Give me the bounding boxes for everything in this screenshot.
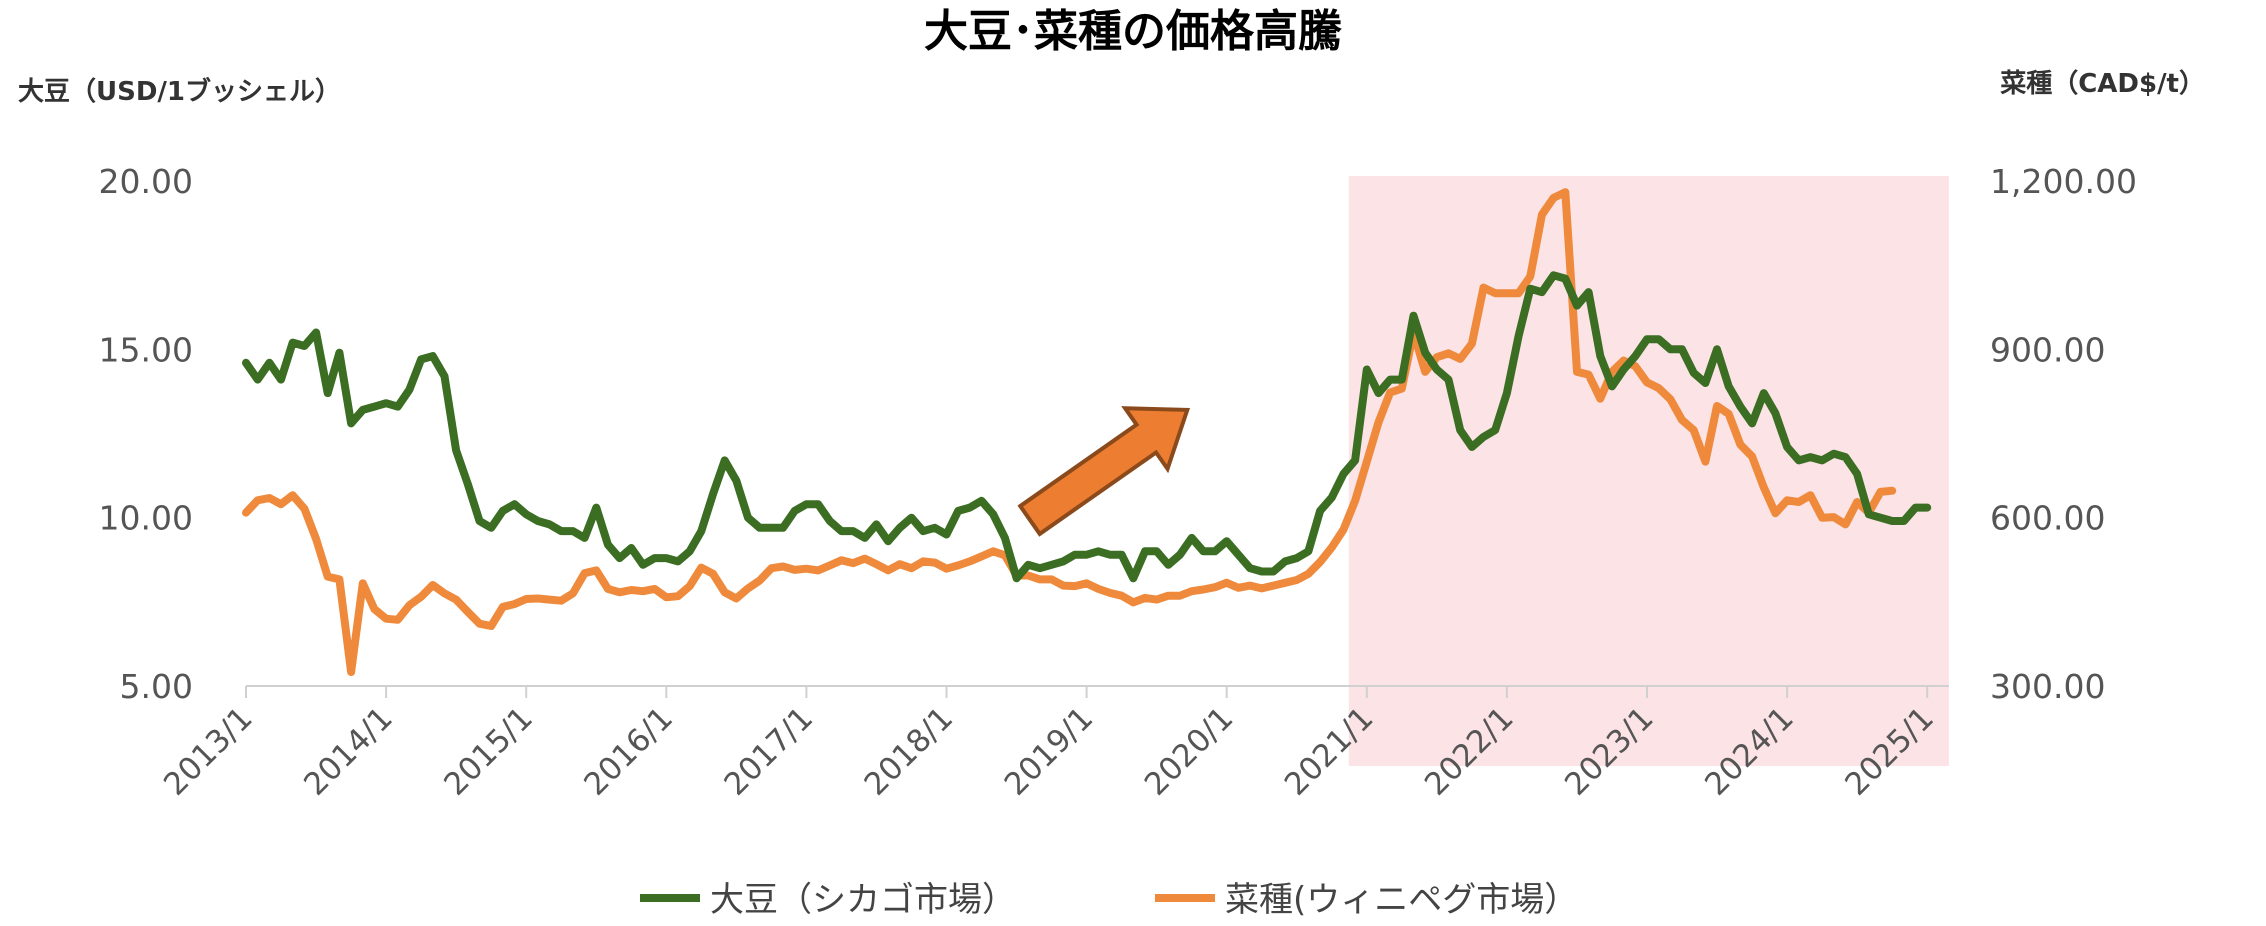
y-right-tick-label: 900.00 bbox=[1990, 330, 2105, 369]
x-tick-label: 2017/1 bbox=[717, 700, 820, 803]
y-left-tick-label: 5.00 bbox=[120, 667, 193, 706]
trend-arrow bbox=[1017, 406, 1191, 537]
series-line-1 bbox=[242, 188, 1897, 676]
x-tick-label: 2018/1 bbox=[858, 700, 961, 803]
legend: 大豆（シカゴ市場） 菜種(ウィニペグ市場） bbox=[640, 880, 1578, 920]
y-left-tick-label: 10.00 bbox=[99, 499, 193, 538]
series-lines bbox=[242, 188, 1932, 676]
y-left-tick-label: 20.00 bbox=[99, 162, 193, 201]
y-right-tick-label: 300.00 bbox=[1990, 667, 2105, 706]
y-left-axis-label: 大豆（USD/1ブッシェル） bbox=[18, 76, 341, 107]
x-tick-label: 2016/1 bbox=[577, 700, 680, 803]
x-tick-label: 2014/1 bbox=[297, 700, 400, 803]
x-tick-label: 2020/1 bbox=[1138, 700, 1241, 803]
y-right-axis-label: 菜種（CAD$/t） bbox=[1999, 69, 2205, 99]
y-right-tick-label: 1,200.00 bbox=[1990, 162, 2137, 201]
y-left-ticks: 20.00 15.00 10.00 5.00 bbox=[99, 162, 193, 706]
chart-title: 大豆･菜種の価格高騰 bbox=[924, 6, 1342, 57]
series-line-0 bbox=[242, 271, 1932, 583]
x-tick-label: 2015/1 bbox=[437, 700, 540, 803]
y-right-ticks: 1,200.00 900.00 600.00 300.00 bbox=[1990, 162, 2137, 706]
y-right-tick-label: 600.00 bbox=[1990, 499, 2105, 538]
x-tick-label: 2019/1 bbox=[998, 700, 1101, 803]
legend-label-soybean: 大豆（シカゴ市場） bbox=[710, 880, 1016, 920]
highlight-region bbox=[1348, 176, 1949, 766]
x-tick-label: 2013/1 bbox=[157, 700, 260, 803]
legend-label-rapeseed: 菜種(ウィニペグ市場） bbox=[1225, 880, 1578, 920]
y-left-tick-label: 15.00 bbox=[99, 330, 193, 369]
